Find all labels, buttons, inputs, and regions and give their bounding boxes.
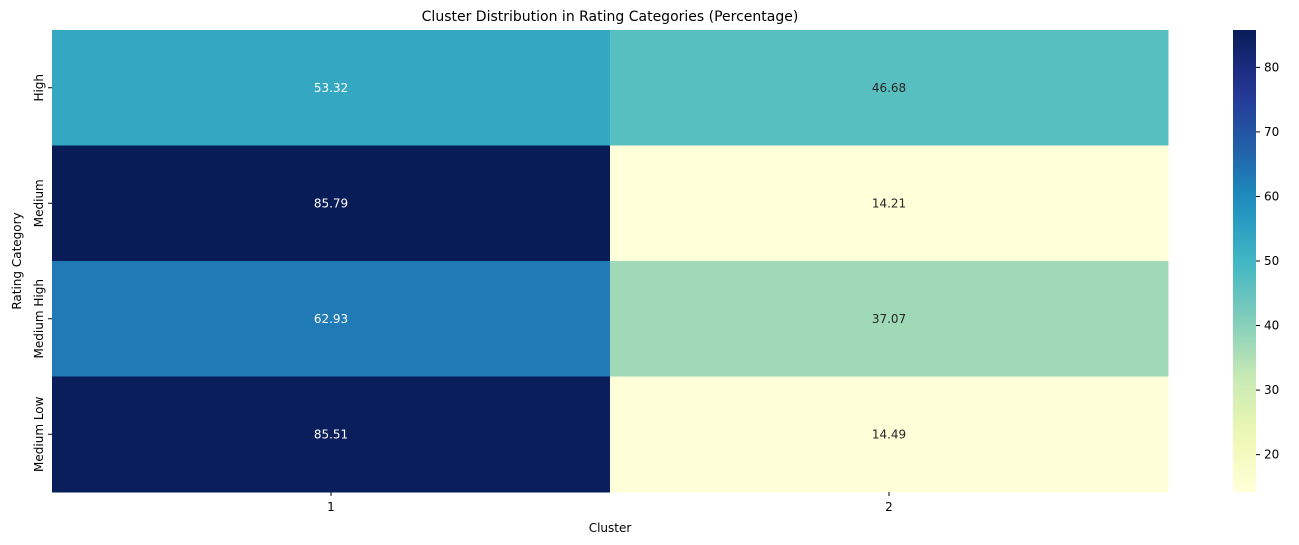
x-axis-label: Cluster [589,521,632,535]
colorbar-tick-label: 20 [1264,448,1279,462]
colorbar-gradient [1233,30,1256,492]
heatmap-cell [610,145,1169,262]
heatmap-cell [610,30,1169,146]
cell-value-label: 46.68 [872,81,906,95]
colorbar-tick-label: 80 [1264,60,1279,74]
colorbar-tick-label: 70 [1264,125,1279,139]
cell-value-label: 53.32 [314,81,348,95]
cell-value-label: 85.51 [314,427,348,441]
colorbar-tick-label: 40 [1264,319,1279,333]
heatmap-cell [52,376,611,493]
y-tick-label: Medium [32,179,46,227]
heatmap-cell [52,261,611,377]
heatmap-cells: 53.32 46.68 85.79 14.21 62.93 37.07 85.51 14.49 [52,30,1169,493]
cell-value-label: 14.49 [872,427,906,441]
colorbar: 20 30 40 50 60 70 80 [1233,30,1279,492]
colorbar-tick-label: 50 [1264,254,1279,268]
x-tick-label: 2 [885,500,893,514]
heatmap-cell [52,145,611,262]
colorbar-tick-label: 30 [1264,383,1279,397]
y-tick-label: Medium High [32,279,46,358]
y-axis: High Medium Medium High Medium Low [32,74,52,472]
y-tick-label: Medium Low [32,396,46,472]
cell-value-label: 37.07 [872,312,906,326]
cell-value-label: 85.79 [314,196,348,210]
colorbar-tick-label: 60 [1264,189,1279,203]
chart-title: Cluster Distribution in Rating Categorie… [422,9,799,25]
y-tick-label: High [32,74,46,102]
y-axis-label: Rating Category [10,212,24,309]
cell-value-label: 14.21 [872,196,906,210]
heatmap-cell [52,30,611,146]
cell-value-label: 62.93 [314,312,348,326]
heatmap-cell [610,261,1169,377]
heatmap-cell [610,376,1169,493]
x-tick-label: 1 [327,500,335,514]
